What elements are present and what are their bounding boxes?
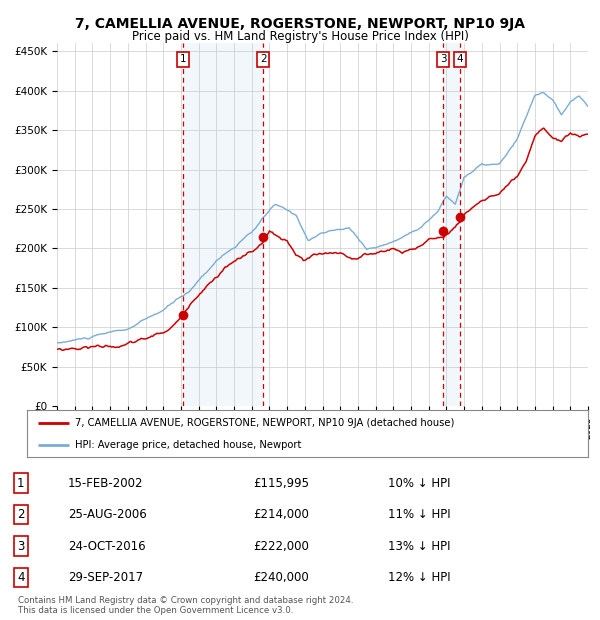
Text: 1: 1 xyxy=(180,54,187,64)
Text: 2: 2 xyxy=(17,508,25,521)
Text: 24-OCT-2016: 24-OCT-2016 xyxy=(68,539,145,552)
Text: £214,000: £214,000 xyxy=(253,508,309,521)
Text: 2: 2 xyxy=(260,54,266,64)
Text: 11% ↓ HPI: 11% ↓ HPI xyxy=(388,508,451,521)
Text: 7, CAMELLIA AVENUE, ROGERSTONE, NEWPORT, NP10 9JA: 7, CAMELLIA AVENUE, ROGERSTONE, NEWPORT,… xyxy=(75,17,525,32)
Text: 15-FEB-2002: 15-FEB-2002 xyxy=(68,477,143,490)
Bar xyxy=(183,43,263,406)
Bar xyxy=(443,43,460,406)
Text: Price paid vs. HM Land Registry's House Price Index (HPI): Price paid vs. HM Land Registry's House … xyxy=(131,30,469,43)
Text: 7, CAMELLIA AVENUE, ROGERSTONE, NEWPORT, NP10 9JA (detached house): 7, CAMELLIA AVENUE, ROGERSTONE, NEWPORT,… xyxy=(74,418,454,428)
Text: £115,995: £115,995 xyxy=(253,477,309,490)
Text: 4: 4 xyxy=(457,54,463,64)
Text: 3: 3 xyxy=(440,54,446,64)
Text: 25-AUG-2006: 25-AUG-2006 xyxy=(68,508,146,521)
Text: 29-SEP-2017: 29-SEP-2017 xyxy=(68,571,143,584)
Text: 10% ↓ HPI: 10% ↓ HPI xyxy=(388,477,451,490)
Text: 3: 3 xyxy=(17,539,25,552)
Text: 12% ↓ HPI: 12% ↓ HPI xyxy=(388,571,451,584)
Text: 1: 1 xyxy=(17,477,25,490)
Text: £240,000: £240,000 xyxy=(253,571,309,584)
Text: 4: 4 xyxy=(17,571,25,584)
Text: £222,000: £222,000 xyxy=(253,539,309,552)
Text: Contains HM Land Registry data © Crown copyright and database right 2024.
This d: Contains HM Land Registry data © Crown c… xyxy=(18,596,353,615)
Text: 13% ↓ HPI: 13% ↓ HPI xyxy=(388,539,451,552)
Text: HPI: Average price, detached house, Newport: HPI: Average price, detached house, Newp… xyxy=(74,440,301,450)
